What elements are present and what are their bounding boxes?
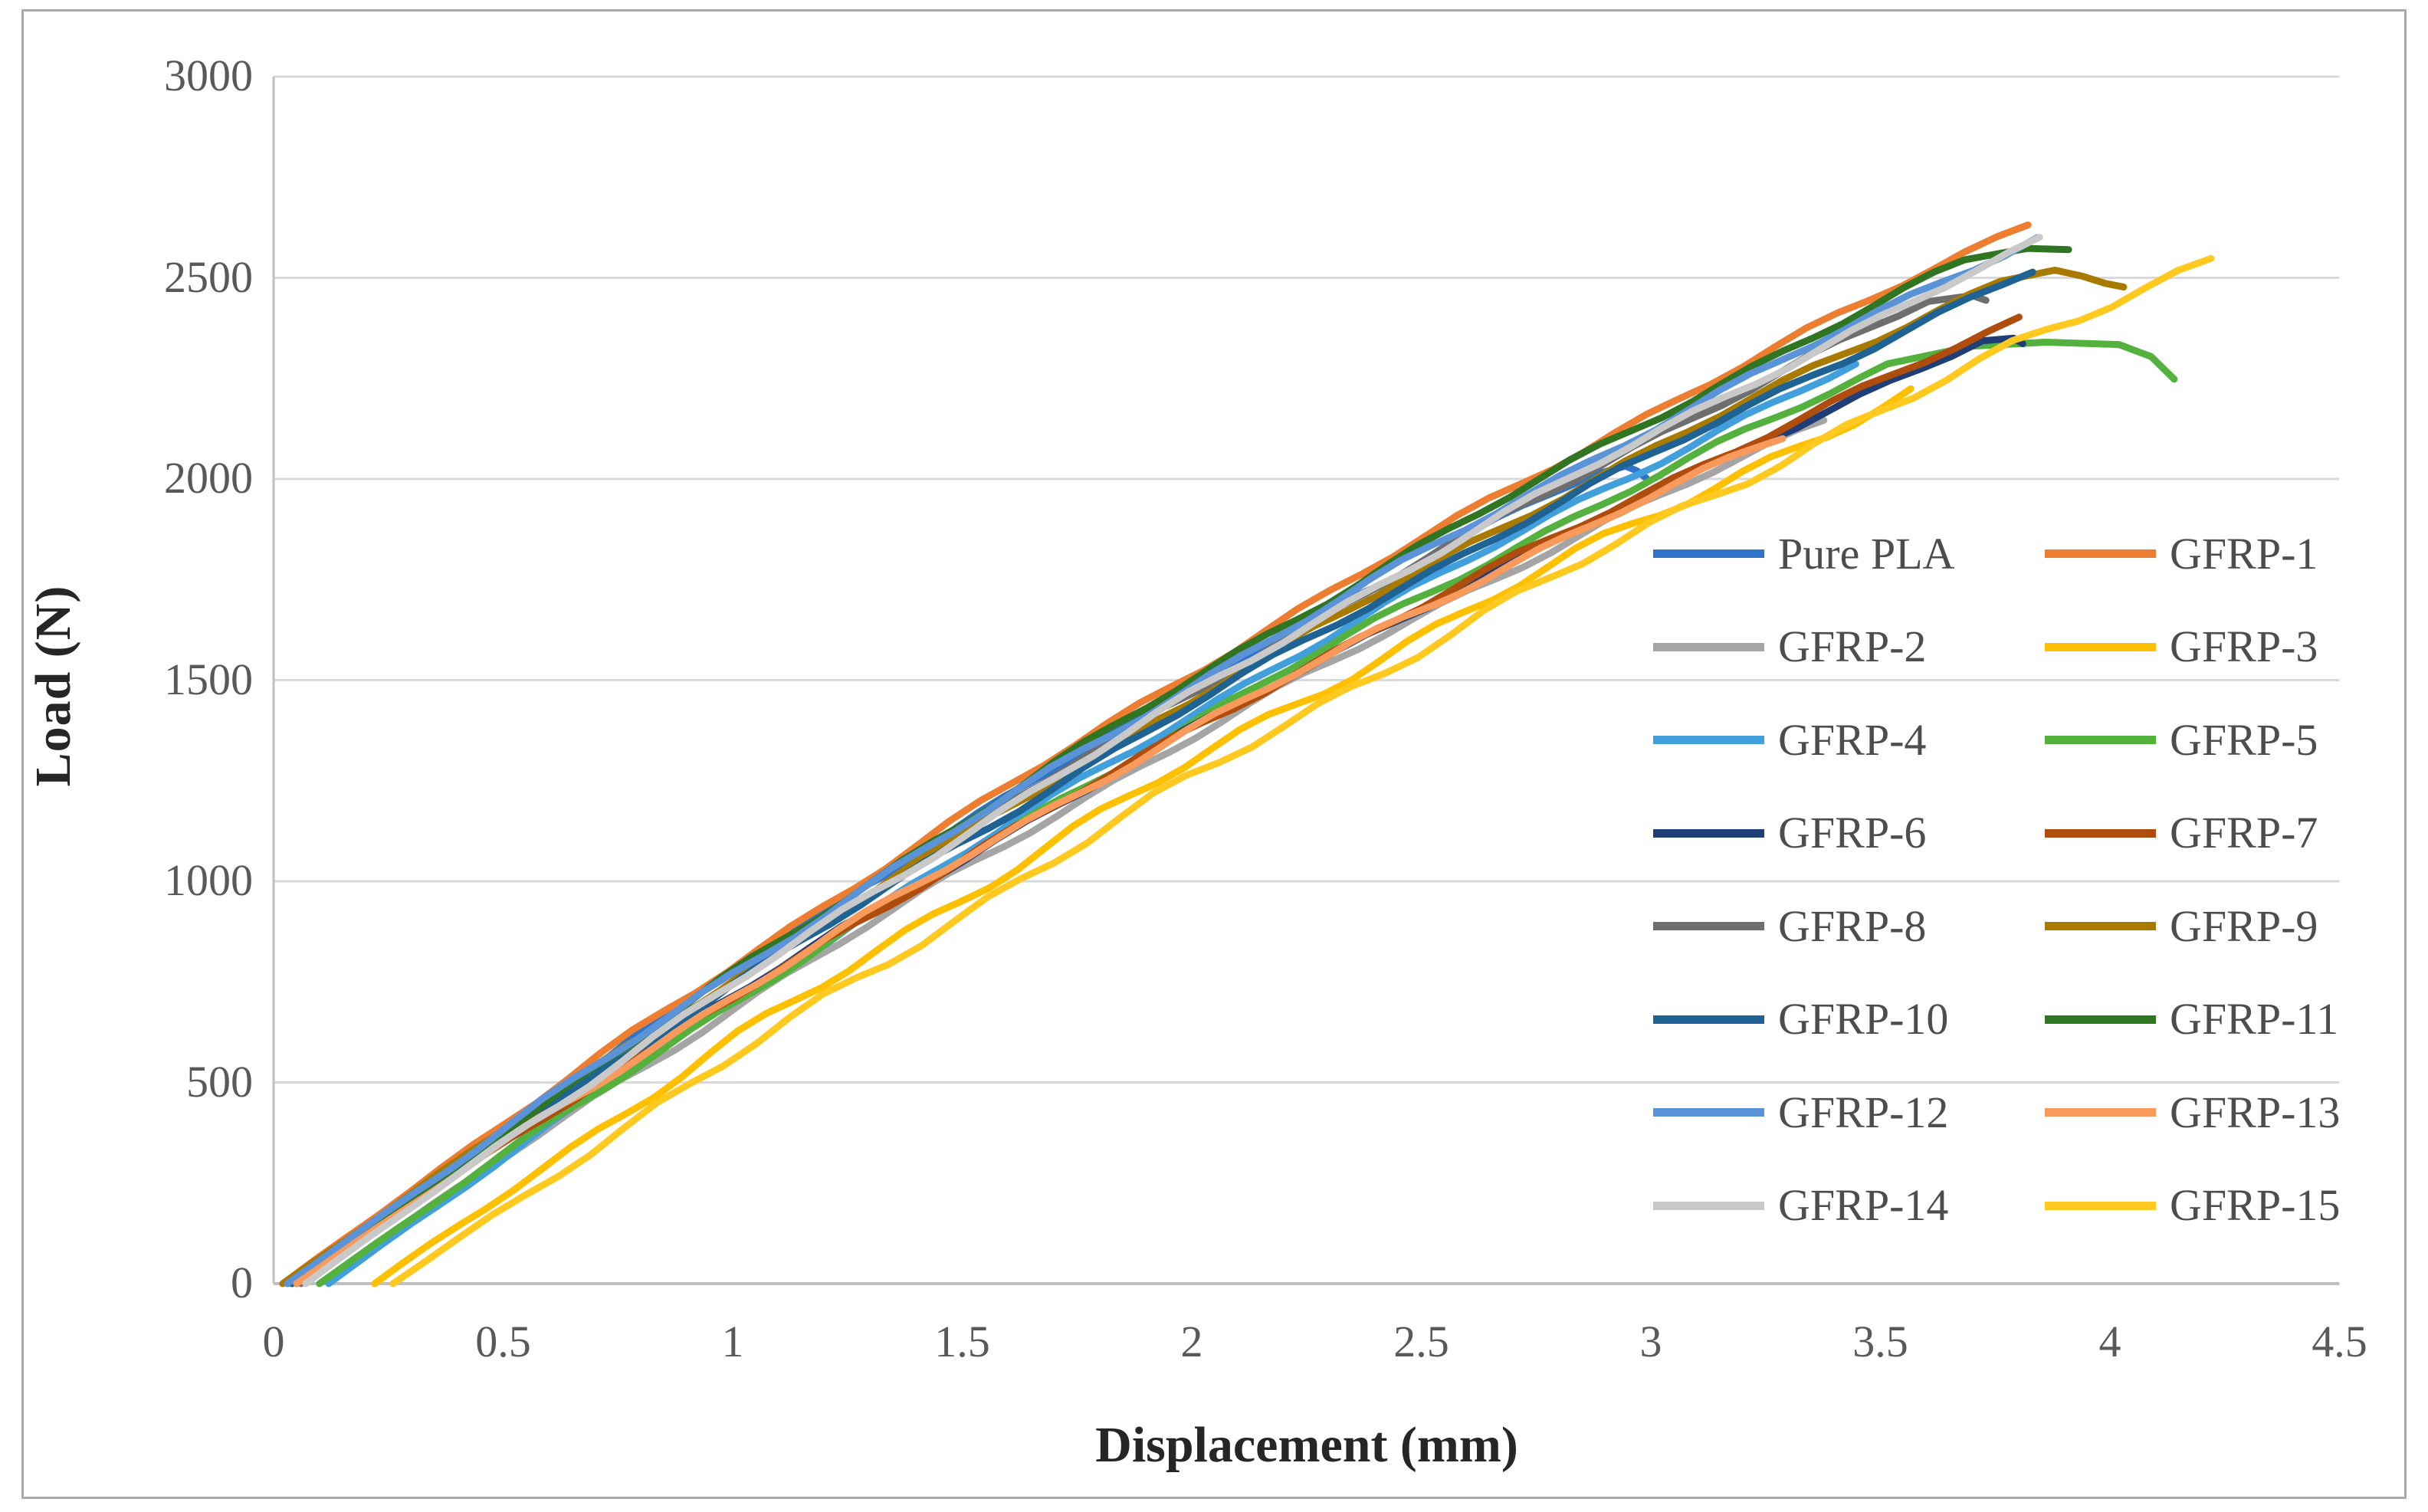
- legend-label: GFRP-7: [2170, 808, 2318, 858]
- legend-item-pure-pla[interactable]: Pure PLA: [1653, 528, 2045, 579]
- legend-item-gfrp-2[interactable]: GFRP-2: [1653, 625, 2045, 669]
- legend-item-gfrp-7[interactable]: GFRP-7: [2045, 811, 2340, 855]
- legend-swatch-icon: [2045, 549, 2156, 559]
- legend-swatch-icon: [1653, 1201, 1764, 1210]
- y-axis-title: Load (N): [25, 585, 81, 787]
- curve-gfrp-15[interactable]: [389, 254, 2215, 1287]
- legend-swatch-icon: [1653, 549, 1764, 559]
- legend-swatch-icon: [2045, 1015, 2156, 1024]
- legend-label: GFRP-13: [2170, 1087, 2341, 1137]
- legend-item-gfrp-4[interactable]: GFRP-4: [1653, 714, 2045, 765]
- curve-gfrp-14[interactable]: [302, 234, 2043, 1287]
- legend-label: GFRP-14: [1778, 1180, 1949, 1231]
- legend-label: GFRP-12: [1778, 1087, 1949, 1137]
- x-tick-label-1.5: 1.5: [934, 1317, 990, 1366]
- legend-item-gfrp-1[interactable]: GFRP-1: [2045, 528, 2340, 579]
- legend-swatch-icon: [2045, 828, 2156, 838]
- legend-swatch-icon: [2045, 1201, 2156, 1210]
- legend-label: GFRP-3: [2170, 622, 2318, 672]
- legend-label: GFRP-1: [2170, 528, 2318, 579]
- legend-label: GFRP-15: [2170, 1180, 2341, 1231]
- x-tick-label-2.5: 2.5: [1393, 1317, 1449, 1366]
- chart-legend: Pure PLA GFRP-1 GFRP-2 GFRP-3 GFRP-4 GFRP-5 GF…: [1653, 507, 2340, 1252]
- x-tick-label-1: 1: [721, 1317, 744, 1366]
- y-tick-label-1500: 1500: [164, 654, 253, 704]
- legend-label: GFRP-9: [2170, 900, 2318, 951]
- legend-label: GFRP-11: [2170, 994, 2339, 1045]
- legend-label: GFRP-6: [1778, 808, 1927, 858]
- x-tick-label-0.5: 0.5: [475, 1317, 531, 1366]
- x-tick-label-2: 2: [1180, 1317, 1203, 1366]
- x-tick-label-4: 4: [2098, 1317, 2121, 1366]
- legend-swatch-icon: [1653, 828, 1764, 838]
- legend-item-gfrp-14[interactable]: GFRP-14: [1653, 1183, 2045, 1228]
- legend-label: GFRP-8: [1778, 900, 1927, 951]
- legend-item-gfrp-5[interactable]: GFRP-5: [2045, 714, 2340, 765]
- y-tick-label-1000: 1000: [164, 855, 253, 905]
- legend-item-gfrp-10[interactable]: GFRP-10: [1653, 997, 2045, 1041]
- legend-swatch-icon: [1653, 1108, 1764, 1117]
- legend-label: GFRP-4: [1778, 714, 1927, 765]
- y-tick-label-0: 0: [231, 1258, 253, 1307]
- curve-gfrp-10[interactable]: [288, 268, 2036, 1287]
- legend-swatch-icon: [2045, 736, 2156, 745]
- legend-swatch-icon: [1653, 736, 1764, 745]
- y-tick-label-3000: 3000: [164, 51, 253, 100]
- legend-item-gfrp-9[interactable]: GFRP-9: [2045, 904, 2340, 949]
- x-tick-label-3.5: 3.5: [1852, 1317, 1908, 1366]
- x-tick-label-4.5: 4.5: [2312, 1317, 2367, 1366]
- y-tick-label-2500: 2500: [164, 251, 253, 302]
- legend-item-gfrp-11[interactable]: GFRP-11: [2045, 997, 2340, 1041]
- legend-swatch-icon: [1653, 1015, 1764, 1024]
- legend-item-gfrp-3[interactable]: GFRP-3: [2045, 625, 2340, 669]
- legend-label: GFRP-2: [1778, 622, 1927, 672]
- x-axis-title: Displacement (mm): [1095, 1417, 1518, 1473]
- legend-swatch-icon: [2045, 1108, 2156, 1117]
- legend-item-gfrp-8[interactable]: GFRP-8: [1653, 904, 2045, 949]
- legend-label: GFRP-5: [2170, 714, 2318, 765]
- legend-swatch-icon: [2045, 922, 2156, 931]
- legend-item-gfrp-13[interactable]: GFRP-13: [2045, 1087, 2341, 1137]
- legend-swatch-icon: [1653, 642, 1764, 651]
- x-tick-label-0: 0: [262, 1317, 285, 1366]
- legend-item-gfrp-15[interactable]: GFRP-15: [2045, 1183, 2340, 1228]
- legend-item-gfrp-6[interactable]: GFRP-6: [1653, 811, 2045, 855]
- y-tick-label-2000: 2000: [164, 453, 253, 503]
- x-tick-label-3: 3: [1639, 1317, 1662, 1366]
- curve-gfrp-13[interactable]: [293, 435, 1787, 1287]
- legend-label: GFRP-10: [1778, 994, 1949, 1045]
- legend-item-gfrp-12[interactable]: GFRP-12: [1653, 1087, 2045, 1137]
- y-tick-label-500: 500: [186, 1056, 253, 1107]
- legend-label: Pure PLA: [1778, 528, 1955, 579]
- legend-swatch-icon: [1653, 922, 1764, 931]
- legend-swatch-icon: [2045, 642, 2156, 651]
